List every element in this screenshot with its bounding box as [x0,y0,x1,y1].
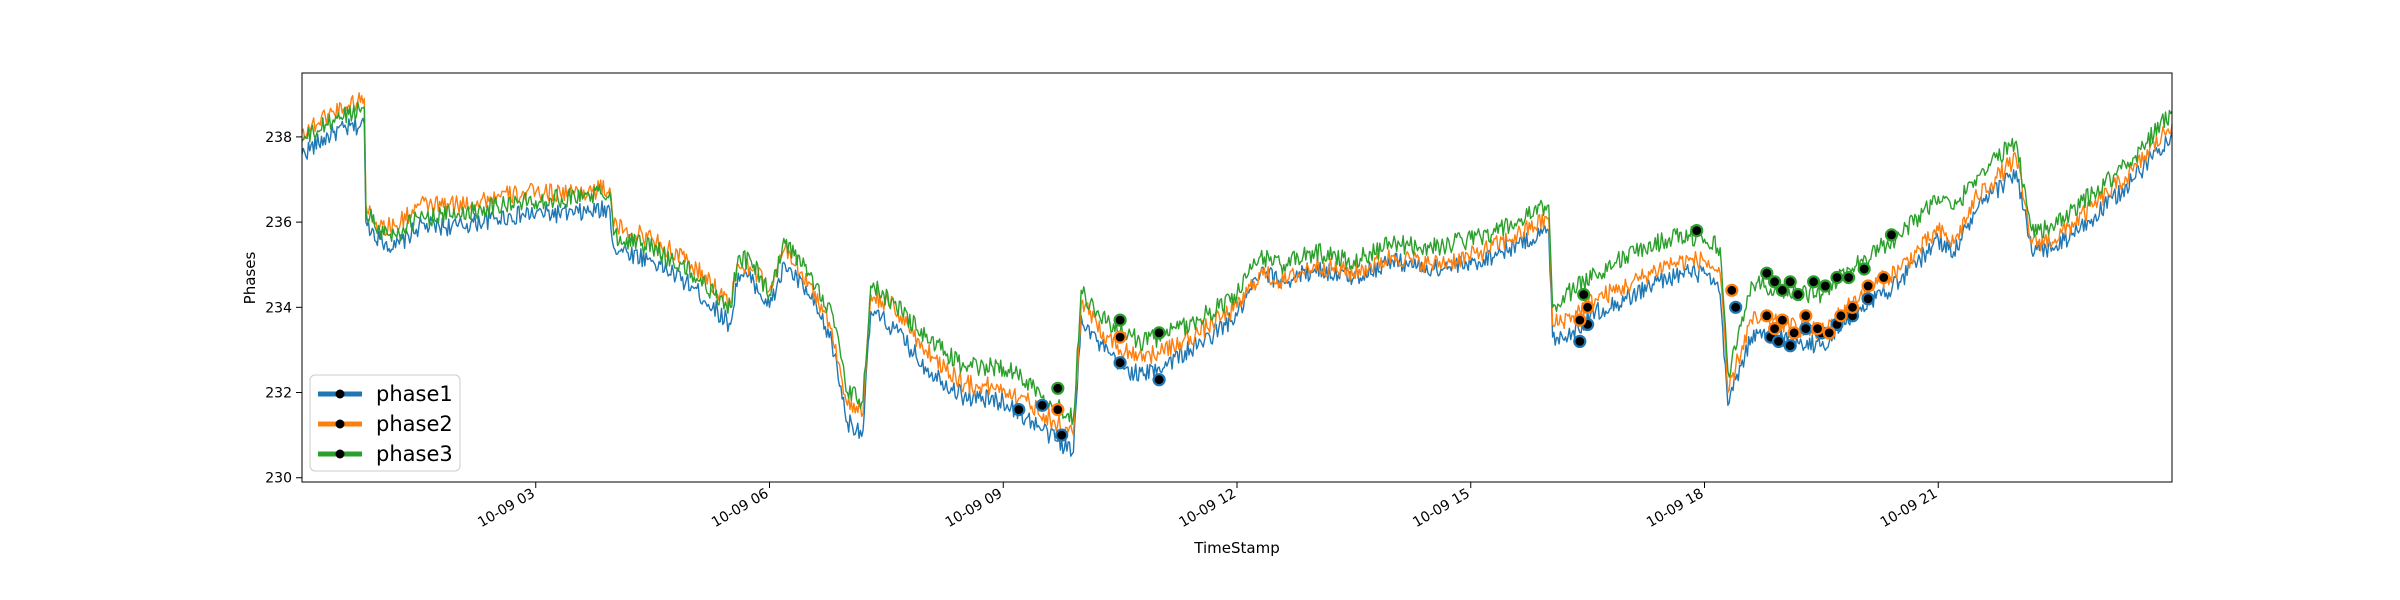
anomaly-point-phase2 [1725,283,1739,297]
anomaly-point-phase3 [1690,224,1704,238]
anomaly-point-phase3 [1841,270,1856,285]
anomaly-marker-layer [1012,224,1899,442]
anomaly-point-phase2 [1787,326,1801,340]
y-tick-label: 234 [265,300,292,316]
anomaly-point-phase2 [1775,313,1790,327]
anomaly-point-phase3 [1884,228,1899,242]
anomaly-point-phase1 [1799,322,1813,336]
anomaly-point-phase3 [1830,270,1844,285]
legend-label-phase1: phase1 [376,382,453,406]
series-layer [301,92,2173,457]
legend-label-phase2: phase2 [376,412,453,436]
anomaly-point-phase2 [1573,313,1587,327]
anomaly-point-phase2 [1822,326,1836,340]
legend: phase1 phase2 phase3 [309,374,461,472]
anomaly-point-phase2 [1861,279,1875,293]
anomaly-point-phase3 [1806,275,1821,289]
legend-marker-phase1 [335,389,345,399]
legend-box [309,374,461,472]
anomaly-point-phase1 [1113,356,1127,370]
anomaly-point-phase1 [1861,292,1875,306]
anomaly-point-phase2 [1845,300,1860,314]
anomaly-point-phase3 [1783,275,1797,289]
anomaly-point-phase3 [1051,381,1065,395]
anomaly-point-phase3 [1818,279,1832,293]
anomaly-point-phase2 [1810,322,1825,336]
anomaly-point-phase2 [1113,330,1127,344]
anomaly-point-phase2 [1877,270,1891,285]
anomaly-point-phase3 [1113,313,1127,327]
series-line-phase1 [301,116,2173,457]
legend-label-phase3: phase3 [376,442,453,466]
anomaly-point-phase3 [1775,283,1790,297]
anomaly-point-phase3 [1857,262,1871,276]
anomaly-point-phase1 [1055,428,1069,442]
y-tick-label: 236 [265,215,292,231]
series-line-phase3 [301,101,2173,426]
legend-marker-phase2 [335,419,345,429]
y-axis-title: Phases [241,252,259,305]
anomaly-point-phase3 [1791,287,1805,302]
anomaly-point-phase2 [1799,309,1813,323]
y-axis: 230 232 234 236 238 [265,130,302,487]
anomaly-point-phase1 [1012,403,1026,417]
y-tick-label: 230 [265,471,292,487]
anomaly-point-phase1 [1573,334,1587,348]
anomaly-point-phase1 [1152,373,1166,387]
x-axis-title: TimeStamp [1193,539,1279,557]
anomaly-point-phase1 [1035,398,1049,412]
anomaly-point-phase2 [1834,309,1848,323]
anomaly-point-phase2 [1760,309,1774,323]
legend-marker-phase3 [335,449,345,459]
anomaly-point-phase1 [1783,339,1797,353]
anomaly-point-phase1 [1729,300,1743,314]
anomaly-point-phase2 [1767,322,1782,336]
y-tick-label: 238 [265,130,292,146]
anomaly-point-phase3 [1760,266,1774,280]
anomaly-point-phase2 [1580,300,1595,314]
y-tick-label: 232 [265,386,292,402]
anomaly-point-phase3 [1577,287,1591,302]
anomaly-point-phase3 [1767,275,1782,289]
anomaly-point-phase2 [1051,403,1065,417]
anomaly-point-phase1 [1771,334,1786,348]
anomaly-point-phase3 [1152,326,1166,340]
